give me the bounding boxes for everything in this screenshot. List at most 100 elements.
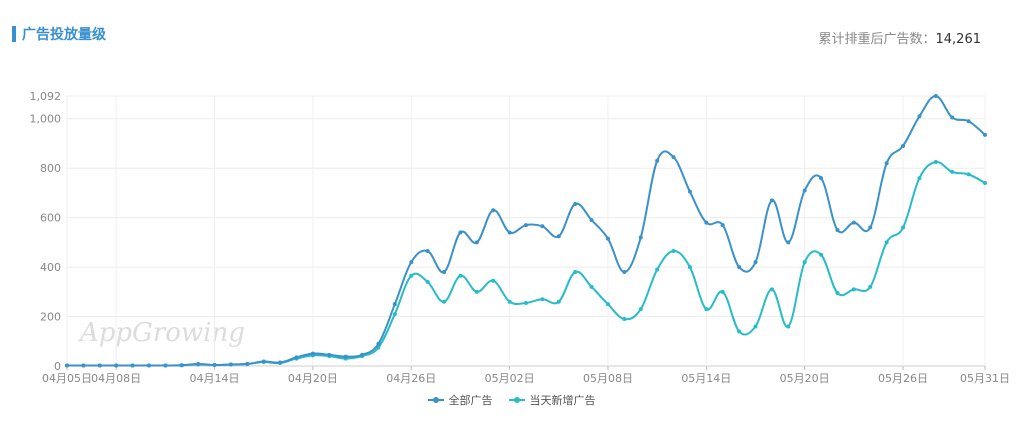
data-point-new-ads	[638, 307, 643, 312]
data-point-new-ads	[884, 240, 889, 245]
data-point-new-ads	[950, 169, 955, 174]
data-point-all-ads	[802, 188, 807, 193]
data-point-new-ads	[655, 267, 660, 272]
data-point-all-ads	[474, 240, 479, 245]
data-point-new-ads	[933, 160, 938, 165]
data-point-new-ads	[442, 299, 447, 304]
data-point-new-ads	[556, 299, 561, 304]
data-point-all-ads	[950, 115, 955, 120]
data-point-all-ads	[605, 236, 610, 241]
x-tick-label: 04月20日	[288, 372, 338, 385]
x-tick-label: 05月31日	[960, 372, 1010, 385]
data-point-all-ads	[278, 360, 283, 365]
data-point-all-ads	[491, 208, 496, 213]
data-point-all-ads	[163, 363, 168, 368]
data-point-all-ads	[540, 224, 545, 229]
data-point-new-ads	[671, 249, 676, 254]
data-point-new-ads	[819, 252, 824, 257]
data-point-all-ads	[409, 260, 414, 265]
data-point-new-ads	[917, 176, 922, 181]
x-tick-label: 05月02日	[485, 372, 535, 385]
data-point-new-ads	[507, 299, 512, 304]
x-tick-label: 04月14日	[190, 372, 240, 385]
data-point-all-ads	[769, 198, 774, 203]
data-point-all-ads	[589, 218, 594, 223]
data-point-all-ads	[81, 363, 86, 368]
data-point-all-ads	[966, 119, 971, 124]
data-point-new-ads	[524, 300, 528, 305]
data-point-all-ads	[524, 223, 528, 228]
legend-item-new-ads[interactable]: 当天新增广告	[508, 392, 596, 408]
data-point-new-ads	[605, 302, 610, 307]
data-point-all-ads	[294, 355, 299, 360]
data-point-all-ads	[917, 114, 922, 119]
x-tick-label: 04月05日	[42, 372, 92, 385]
data-point-all-ads	[228, 362, 233, 367]
y-tick-label: 0	[54, 360, 61, 373]
data-point-all-ads	[835, 228, 840, 233]
data-point-all-ads	[556, 234, 561, 239]
total-ads-value: 14,261	[935, 32, 982, 47]
data-point-new-ads	[901, 225, 906, 230]
data-point-all-ads	[704, 220, 709, 225]
title-accent-bar	[12, 26, 16, 42]
data-point-all-ads	[655, 158, 660, 163]
data-point-all-ads	[97, 363, 102, 368]
y-tick-label: 600	[40, 212, 61, 225]
data-point-all-ads	[130, 363, 135, 368]
chart-grid	[66, 95, 986, 367]
x-tick-label: 05月20日	[780, 372, 830, 385]
data-point-new-ads	[392, 312, 397, 317]
data-point-all-ads	[146, 363, 151, 368]
data-point-new-ads	[737, 329, 742, 334]
data-point-all-ads	[310, 351, 315, 356]
data-point-all-ads	[212, 363, 217, 368]
data-point-new-ads	[868, 284, 873, 289]
y-tick-label: 1,000	[30, 113, 62, 126]
x-tick-label: 05月14日	[681, 372, 731, 385]
data-point-all-ads	[753, 260, 758, 265]
data-point-all-ads	[884, 161, 889, 166]
series-line-all-ads	[66, 95, 986, 367]
x-tick-label: 05月26日	[878, 372, 928, 385]
data-point-new-ads	[720, 289, 725, 294]
legend-new-ads-label: 当天新增广告	[529, 394, 596, 407]
data-point-all-ads	[179, 363, 184, 368]
data-point-all-ads	[196, 362, 201, 367]
data-point-all-ads	[458, 230, 463, 235]
chart-title: 广告投放量级	[22, 27, 106, 43]
data-point-new-ads	[589, 284, 594, 289]
data-point-new-ads	[753, 324, 758, 329]
watermark-logo: AppGrowing	[80, 318, 245, 348]
total-ads-counter: 累计排重后广告数：14,261	[818, 28, 981, 47]
data-point-all-ads	[65, 363, 69, 368]
data-point-new-ads	[540, 297, 545, 302]
data-point-new-ads	[458, 273, 463, 278]
data-point-new-ads	[687, 265, 692, 270]
data-point-all-ads	[114, 363, 119, 368]
x-axis-ticks: 04月05日 04月08日 04月14日 04月20日 04月26日 05月02日 05月0…	[42, 366, 1010, 385]
data-point-all-ads	[720, 223, 725, 228]
data-point-new-ads	[622, 317, 627, 322]
y-tick-label: 800	[40, 162, 61, 175]
y-tick-label: 1,092	[30, 90, 62, 103]
x-tick-label: 04月26日	[386, 372, 436, 385]
data-point-all-ads	[261, 359, 266, 364]
data-point-all-ads	[671, 155, 676, 160]
data-point-new-ads	[769, 287, 774, 292]
data-point-new-ads	[704, 307, 709, 312]
data-point-new-ads	[491, 278, 496, 283]
chart-legend: 全部广告 当天新增广告	[0, 392, 1023, 408]
data-point-all-ads	[442, 270, 447, 275]
data-point-all-ads	[425, 249, 430, 254]
x-tick-label: 05月08日	[583, 372, 633, 385]
data-point-all-ads	[687, 189, 692, 194]
data-point-all-ads	[507, 230, 512, 235]
legend-item-all-ads[interactable]: 全部广告	[427, 392, 493, 408]
total-ads-label: 累计排重后广告数：	[818, 32, 936, 47]
data-point-all-ads	[360, 352, 365, 357]
data-point-new-ads	[786, 324, 791, 329]
chart-title-group: 广告投放量级	[12, 25, 106, 43]
data-point-all-ads	[343, 354, 348, 359]
y-tick-label: 400	[40, 261, 61, 274]
